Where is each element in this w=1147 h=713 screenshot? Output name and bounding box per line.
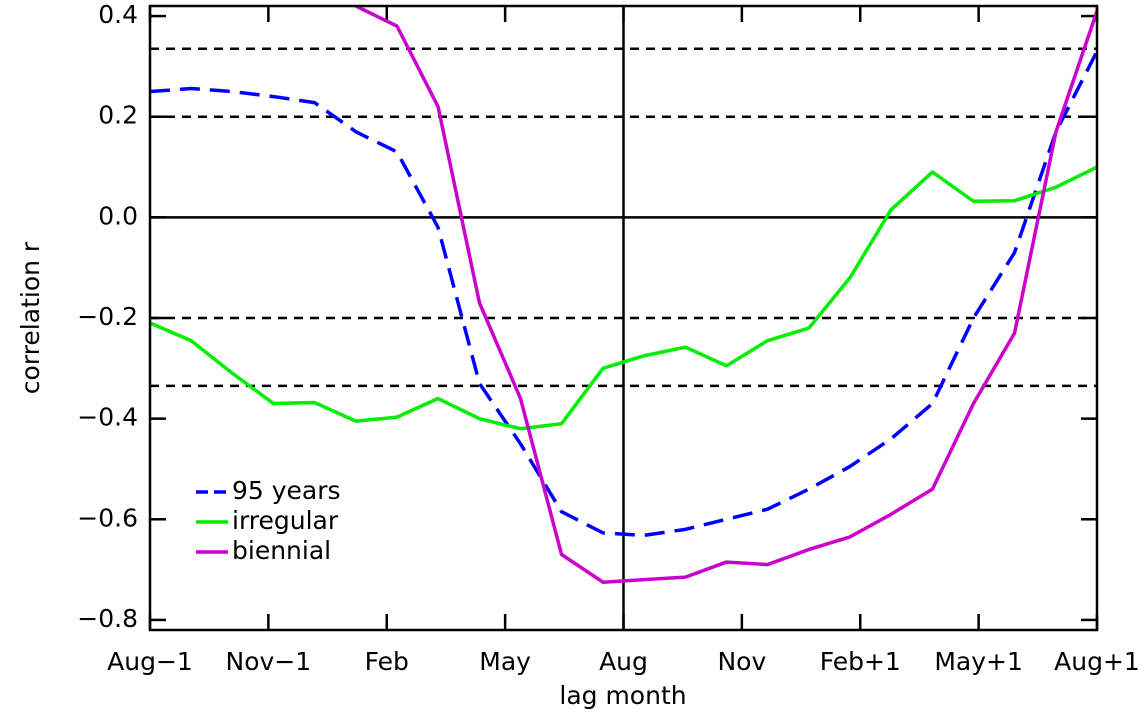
y-tick-label: −0.2: [77, 302, 138, 331]
y-tick-label: −0.8: [77, 604, 138, 633]
y-tick-label: 0.2: [98, 101, 138, 130]
x-tick-label: Aug−1: [107, 647, 193, 676]
x-tick-label: Feb+1: [820, 647, 901, 676]
y-tick-label: 0.4: [98, 0, 138, 29]
series-line: [150, 165, 1097, 431]
legend-label: 95 years: [232, 476, 341, 505]
x-tick-label: May+1: [934, 647, 1023, 676]
y-tick-label: 0.0: [98, 201, 138, 230]
x-tick-label: May: [479, 647, 531, 676]
x-axis-label: lag month: [559, 681, 686, 710]
x-tick-label: Feb: [365, 647, 409, 676]
series-line: [150, 50, 1097, 538]
plot-lines: [150, 6, 1097, 584]
y-tick-label: −0.6: [77, 503, 138, 532]
legend-label: irregular: [232, 506, 339, 535]
x-tick-label: Nov−1: [226, 647, 312, 676]
x-tick-label: Aug+1: [1054, 647, 1140, 676]
plot-frame: [148, 4, 1099, 632]
y-axis-label: correlation r: [16, 241, 45, 394]
legend-label: biennial: [232, 536, 331, 565]
x-tick-label: Aug: [599, 647, 648, 676]
x-tick-label: Nov: [717, 647, 766, 676]
series-line: [355, 6, 1097, 584]
y-tick-label: −0.4: [77, 403, 138, 432]
